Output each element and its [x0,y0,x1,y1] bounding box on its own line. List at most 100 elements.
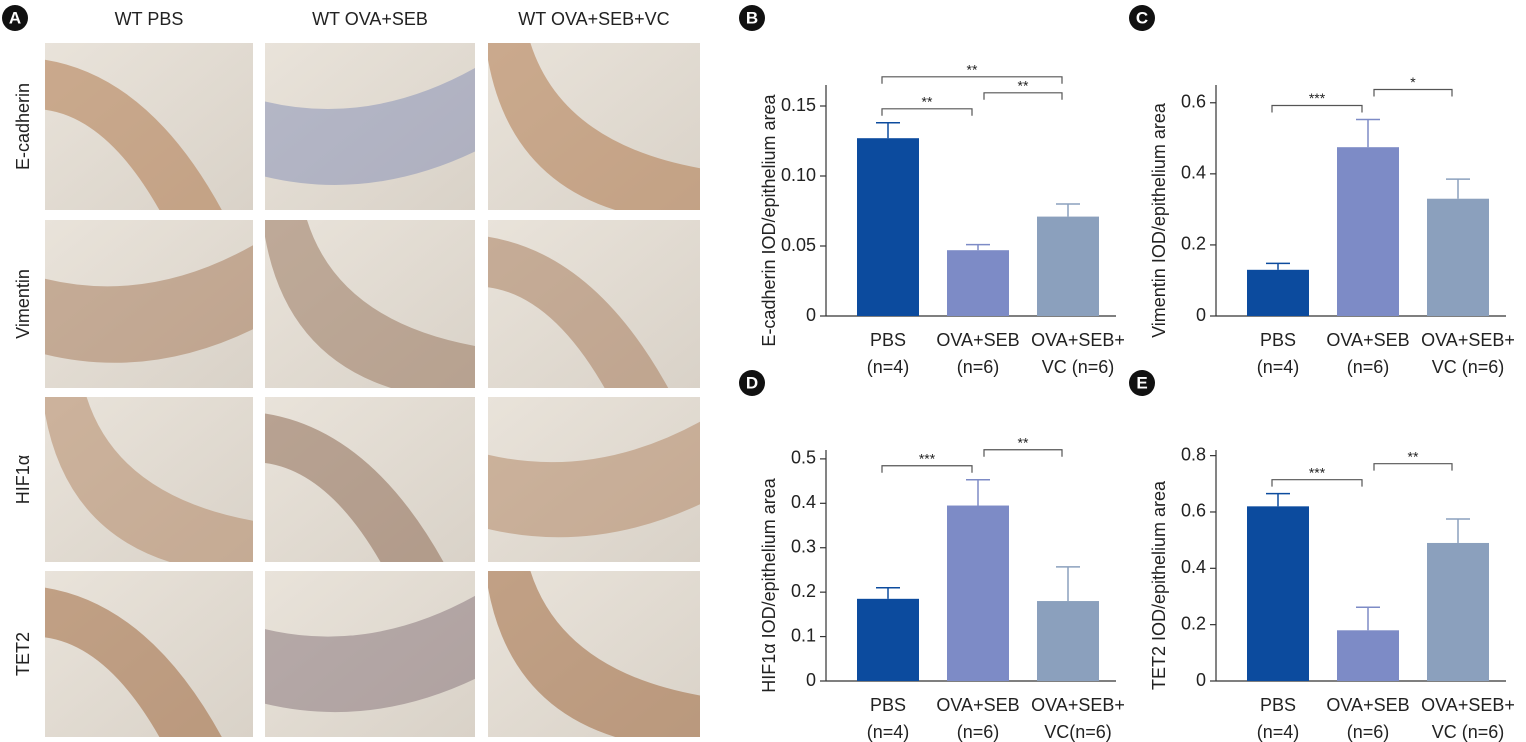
x-tick-label: OVA+SEB [1326,330,1409,350]
x-tick-label: VC (n=6) [1432,357,1505,377]
x-tick-label: OVA+SEB+ [1421,695,1515,715]
panel-badge [739,370,765,396]
bar [1427,198,1489,316]
y-tick-label: 0 [806,305,816,325]
x-tick-label: (n=6) [1347,722,1390,742]
x-tick-label: OVA+SEB [936,695,1019,715]
significance-bracket [1373,88,1453,97]
bar [947,505,1009,681]
panel-badge [739,5,765,31]
x-tick-label: PBS [870,330,906,350]
panel-badge [1129,5,1155,31]
panel-badge [1129,370,1155,396]
x-tick-label: VC (n=6) [1042,357,1115,377]
y-tick-label: 0.4 [791,492,816,512]
y-tick-label: 0.6 [1181,501,1206,521]
significance-bracket [983,449,1063,457]
x-tick-label: VC (n=6) [1432,722,1505,742]
y-tick-label: 0.05 [781,235,816,255]
y-axis-label: Vimentin IOD/epithelium area [1149,102,1169,338]
y-tick-label: 0.1 [791,625,816,645]
bar [857,138,919,316]
tissue-band [488,43,700,210]
x-tick-label: (n=4) [1257,357,1300,377]
significance-label: ** [1018,78,1029,94]
bar [1247,269,1309,316]
x-tick-label: (n=6) [1347,357,1390,377]
panel-label: A [9,8,21,27]
significance-bracket [1373,463,1453,471]
tissue-band [488,236,669,388]
y-tick-label: 0.15 [781,95,816,115]
bar [947,250,1009,316]
x-tick-label: PBS [1260,330,1296,350]
x-tick-label: (n=4) [1257,722,1300,742]
bar [1337,147,1399,316]
significance-bracket [1271,104,1363,113]
x-tick-label: OVA+SEB [936,330,1019,350]
y-axis-label: E-cadherin IOD/epithelium area [759,93,779,346]
y-tick-label: 0 [1196,670,1206,690]
significance-label: ** [1018,434,1029,450]
significance-label: *** [1309,464,1326,480]
tissue-band [265,68,475,185]
significance-bracket [1271,479,1363,487]
y-tick-label: 0.5 [791,448,816,468]
panel-label: E [1136,373,1147,392]
tissue-band [488,421,700,538]
bar [1337,630,1399,681]
bar [1247,506,1309,681]
y-tick-label: 0 [1196,305,1206,325]
tissue-band [265,413,444,562]
y-axis-label: TET2 IOD/epithelium area [1149,480,1169,690]
significance-bracket [881,76,1063,84]
y-tick-label: 0.2 [1181,613,1206,633]
x-tick-label: OVA+SEB+ [1031,330,1125,350]
tissue-band [45,587,222,737]
row-label: TET2 [13,632,33,676]
column-header: WT OVA+SEB+VC [518,9,669,29]
y-tick-label: 0.8 [1181,444,1206,464]
x-tick-label: PBS [1260,695,1296,715]
y-tick-label: 0.10 [781,165,816,185]
x-tick-label: (n=6) [957,357,1000,377]
y-tick-label: 0.4 [1181,163,1206,183]
bar [1037,601,1099,681]
y-tick-label: 0.2 [1181,234,1206,254]
x-tick-label: (n=4) [867,357,910,377]
panel-label: B [746,8,758,27]
y-tick-label: 0 [806,670,816,690]
panel-label: C [1136,8,1148,27]
x-tick-label: (n=6) [957,722,1000,742]
y-axis-label: HIF1α IOD/epithelium area [759,477,779,692]
column-header: WT PBS [115,9,184,29]
y-tick-label: 0.6 [1181,92,1206,112]
significance-bracket [983,92,1063,100]
x-tick-label: OVA+SEB+ [1421,330,1515,350]
significance-bracket [881,465,973,473]
row-label: E-cadherin [13,83,33,170]
y-tick-label: 0.2 [791,581,816,601]
tissue-band [265,220,475,388]
x-tick-label: OVA+SEB [1326,695,1409,715]
bar [1037,216,1099,316]
tissue-band [265,595,475,713]
x-tick-label: (n=4) [867,722,910,742]
significance-bracket [881,108,973,116]
significance-label: ** [967,62,978,78]
row-label: Vimentin [13,269,33,339]
significance-label: *** [919,450,936,466]
x-tick-label: OVA+SEB+ [1031,695,1125,715]
significance-label: ** [1408,448,1419,464]
tissue-band [488,571,700,737]
bar [1427,542,1489,681]
significance-label: *** [1309,90,1326,106]
significance-label: * [1410,74,1416,90]
tissue-band [45,245,253,363]
y-tick-label: 0.4 [1181,557,1206,577]
panel-label: D [746,373,758,392]
tissue-band [45,397,253,562]
tissue-band [45,59,222,211]
y-tick-label: 0.3 [791,536,816,556]
